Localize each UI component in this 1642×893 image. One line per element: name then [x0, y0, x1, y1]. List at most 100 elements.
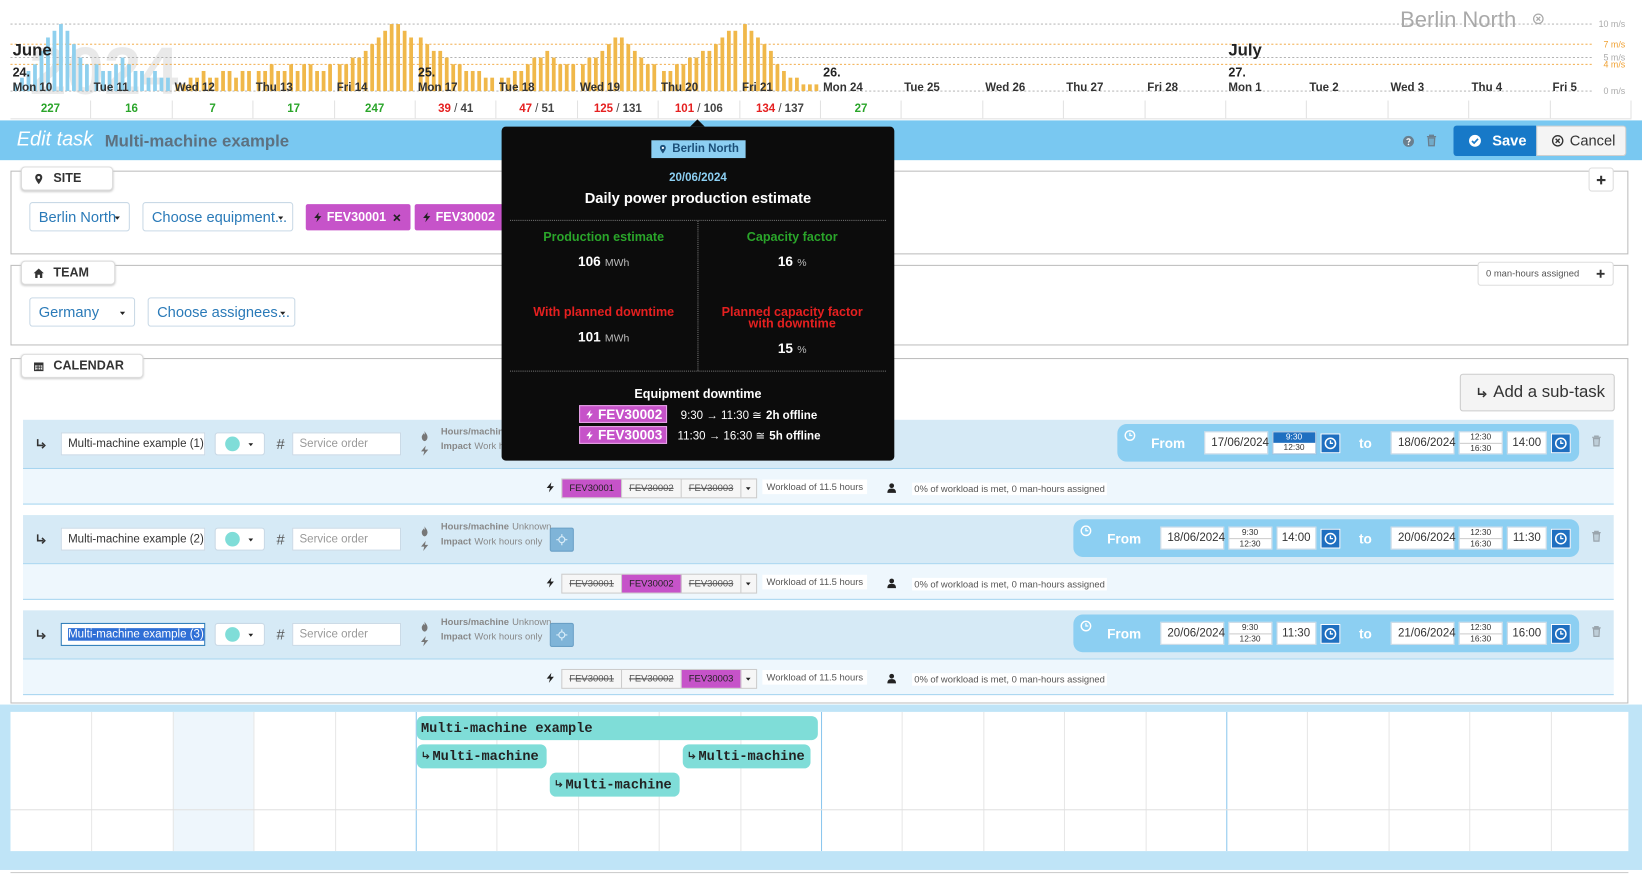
color-select[interactable] — [214, 432, 265, 456]
clock-button[interactable] — [1550, 528, 1571, 549]
equipment-option[interactable]: FEV30001 — [562, 670, 623, 688]
icon-shape — [889, 673, 895, 679]
select-box[interactable]: Germany — [29, 297, 136, 327]
gantt-subtask-bar[interactable]: Multi-machine — [416, 744, 547, 769]
date-input[interactable]: 17/06/2024 — [1203, 431, 1269, 455]
bolt-icon — [419, 444, 431, 458]
wind-bar — [357, 57, 362, 92]
crosshair-icon — [555, 533, 569, 547]
time-slot-picker[interactable]: 9:30 12:30 — [1228, 621, 1273, 645]
flame-icon — [419, 620, 431, 634]
day-label: Mon 17 — [417, 81, 458, 95]
time-slot-picker[interactable]: 12:30 16:30 — [1458, 621, 1503, 645]
time-slot-picker[interactable]: 12:30 16:30 — [1458, 526, 1503, 550]
tag-bolt-glyph — [423, 212, 431, 223]
time-slot-picker[interactable]: 9:30 12:30 — [1228, 526, 1273, 550]
time-input[interactable]: 16:00 — [1506, 621, 1547, 645]
time-slot-picker[interactable]: 12:30 16:30 — [1458, 431, 1503, 455]
select-box[interactable]: Choose assignees... — [147, 297, 296, 327]
color-select[interactable] — [214, 622, 265, 646]
clock-button[interactable] — [1550, 432, 1571, 453]
plus-icon-glyph — [1596, 269, 1605, 278]
equipment-caret[interactable] — [741, 479, 756, 497]
subtask-name-input[interactable]: Multi-machine example (2) — [60, 527, 206, 551]
time-input[interactable]: 14:00 — [1276, 526, 1317, 550]
cell-value-line: 101 MWh — [578, 328, 629, 347]
equipment-option[interactable]: FEV30002 — [622, 670, 682, 688]
gantt-task-bar[interactable]: Multi-machine example — [416, 716, 818, 741]
select-caret-glyph — [119, 311, 126, 315]
date-input[interactable]: 20/06/2024 — [1159, 621, 1225, 645]
tooltip-divider — [509, 219, 886, 221]
icon-shape — [1560, 630, 1564, 635]
clock-button[interactable] — [1320, 528, 1341, 549]
add-subtask-button[interactable]: Add a sub-task — [1459, 373, 1615, 412]
cell-value: 106 — [578, 253, 601, 270]
subtask-icon-glyph — [422, 751, 430, 759]
equipment-tag[interactable]: FEV30001 — [305, 204, 411, 231]
cell-unit: MWh — [604, 332, 630, 345]
equipment-option[interactable]: FEV30001 — [562, 479, 623, 498]
equipment-toggle[interactable]: FEV30001 FEV30002 FEV30003 — [561, 478, 758, 499]
equipment-caret[interactable] — [741, 575, 756, 593]
wind-bar — [749, 30, 754, 92]
equipment-caret[interactable] — [741, 670, 756, 688]
equipment-option[interactable]: FEV30002 — [622, 479, 682, 498]
time-input[interactable]: 14:00 — [1506, 431, 1547, 455]
week-label: 26. — [823, 64, 841, 80]
wind-bar — [814, 84, 819, 92]
cell-value-line: 16% — [778, 252, 807, 271]
cancel-button[interactable]: Cancel — [1536, 125, 1627, 156]
wind-bar — [571, 64, 576, 92]
service-order-input[interactable]: Service order — [292, 432, 402, 456]
equipment-toggle[interactable]: FEV30001 FEV30002 FEV30003 — [561, 573, 758, 594]
add-site-button[interactable] — [1588, 167, 1614, 192]
icon-shape — [1482, 390, 1487, 398]
count-cell: 17 — [254, 100, 335, 119]
clock-icon-glyph — [1554, 532, 1567, 544]
equipment-option[interactable]: FEV30003 — [682, 479, 742, 498]
wind-bar — [769, 50, 773, 92]
person-icon — [886, 577, 898, 590]
time-input[interactable]: 11:30 — [1276, 621, 1317, 645]
header-title: Edit task — [16, 128, 94, 151]
icon-shape — [423, 212, 431, 223]
gantt-subtask-bar[interactable]: Multi-machine — [549, 772, 680, 797]
date-input[interactable]: 18/06/2024 — [1159, 526, 1225, 550]
subtask-name: Multi-machine example (3) — [68, 628, 204, 641]
locate-button[interactable] — [549, 622, 574, 647]
wind-bar — [580, 64, 585, 92]
select-box[interactable]: Berlin North — [29, 202, 130, 232]
wind-bar — [315, 70, 319, 92]
wind-bar — [490, 77, 495, 92]
date-input[interactable]: 18/06/2024 — [1390, 431, 1456, 455]
save-button[interactable]: Save — [1453, 125, 1537, 156]
slot-end: 12:30 — [1229, 633, 1271, 645]
time-input[interactable]: 11:30 — [1506, 526, 1547, 550]
equipment-option[interactable]: FEV30002 — [622, 574, 682, 593]
service-order-input[interactable]: Service order — [292, 527, 402, 551]
time-slot-picker[interactable]: 9:30 12:30 — [1272, 431, 1317, 455]
subtask-name-input[interactable]: Multi-machine example (3) — [60, 622, 206, 646]
equipment-option[interactable]: FEV30003 — [681, 670, 742, 688]
clock-button[interactable] — [1320, 623, 1341, 644]
equipment-option[interactable]: FEV30003 — [682, 574, 742, 593]
wind-bar — [519, 70, 524, 92]
date-input[interactable]: 21/06/2024 — [1390, 621, 1456, 645]
locate-button[interactable] — [549, 527, 574, 552]
equipment-option[interactable]: FEV30001 — [562, 574, 623, 593]
cell-label: Planned capacity factor with downtime — [721, 304, 863, 331]
select-box[interactable]: Choose equipment... — [142, 202, 294, 232]
service-order-input[interactable]: Service order — [292, 622, 402, 646]
subtask-name-input[interactable]: Multi-machine example (1) — [60, 432, 206, 456]
color-select[interactable] — [214, 527, 265, 551]
clock-button[interactable] — [1550, 623, 1571, 644]
date-input[interactable]: 20/06/2024 — [1390, 526, 1456, 550]
gantt-subtask-bar[interactable]: Multi-machine — [682, 744, 811, 769]
equipment-toggle[interactable]: FEV30001 FEV30002 FEV30003 — [561, 668, 758, 689]
wind-bar — [396, 24, 401, 92]
clock-button[interactable] — [1320, 432, 1341, 453]
count-estimate: 247 — [365, 102, 385, 116]
assignment-status: 0% of workload is met, 0 man-hours assig… — [912, 482, 1107, 496]
